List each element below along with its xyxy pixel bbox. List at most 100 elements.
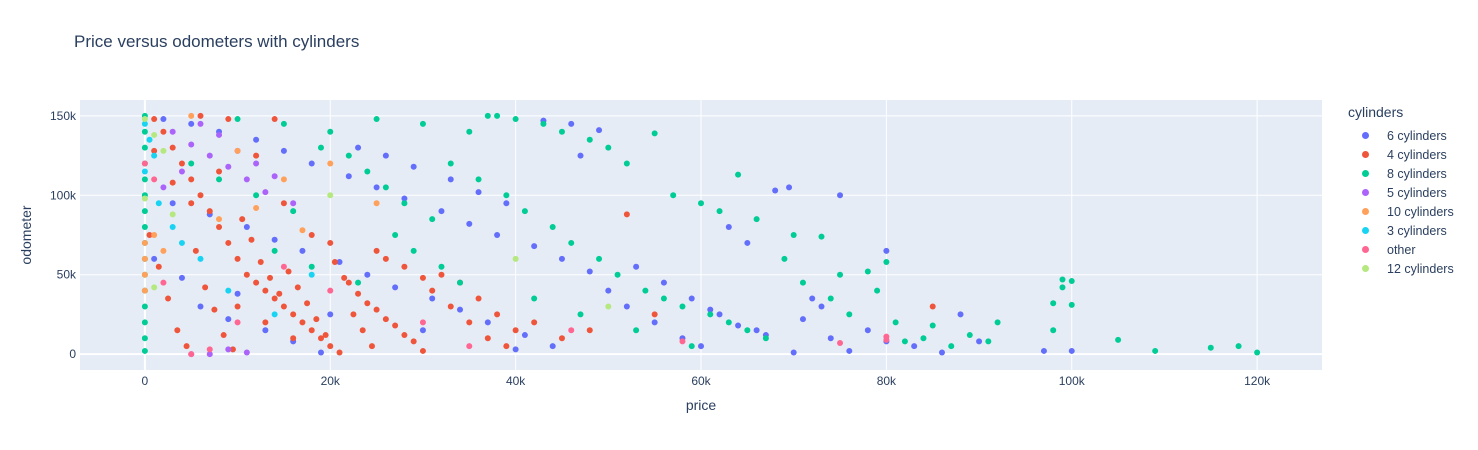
data-point	[716, 311, 723, 318]
legend-item[interactable]: 5 cylinders	[1348, 183, 1454, 202]
data-point	[466, 343, 473, 350]
data-point	[151, 152, 158, 159]
data-point	[257, 259, 264, 265]
data-point	[596, 127, 603, 134]
data-point	[327, 287, 334, 294]
data-point	[169, 224, 176, 231]
data-point	[837, 192, 844, 199]
data-point	[438, 263, 445, 270]
data-point	[211, 306, 218, 313]
data-point	[290, 335, 297, 342]
data-point	[141, 287, 148, 294]
data-point	[151, 131, 158, 138]
data-point	[373, 116, 380, 123]
data-point	[586, 136, 593, 143]
data-point	[864, 268, 871, 275]
data-point	[146, 232, 153, 238]
data-point	[475, 189, 482, 196]
data-point	[280, 200, 287, 207]
legend-item[interactable]: 12 cylinders	[1348, 259, 1454, 278]
data-point	[753, 216, 760, 223]
data-point	[466, 220, 473, 227]
data-point	[188, 112, 195, 119]
data-point	[401, 263, 408, 270]
data-point	[382, 255, 389, 262]
data-point	[280, 303, 287, 310]
legend-item[interactable]: 6 cylinders	[1348, 126, 1454, 145]
data-point	[382, 152, 389, 159]
data-point	[818, 233, 825, 240]
data-point	[410, 163, 417, 170]
data-point	[141, 347, 148, 354]
data-point	[679, 303, 686, 310]
data-point	[744, 239, 751, 246]
data-point	[512, 255, 519, 262]
data-point	[1207, 344, 1214, 351]
data-point	[197, 255, 204, 262]
legend-item[interactable]: 8 cylinders	[1348, 164, 1454, 183]
data-point	[382, 184, 389, 191]
data-point	[243, 271, 250, 278]
data-point	[438, 271, 445, 278]
data-point	[614, 271, 621, 278]
y-tick-label: 150k	[50, 109, 77, 123]
data-point	[169, 211, 176, 218]
legend-item[interactable]: 3 cylinders	[1348, 221, 1454, 240]
data-point	[345, 173, 352, 180]
data-point	[586, 268, 593, 275]
data-point	[651, 319, 658, 326]
data-point	[568, 239, 575, 246]
data-point	[892, 319, 899, 326]
data-point	[484, 319, 491, 326]
data-point	[243, 176, 250, 183]
data-point	[976, 338, 983, 345]
data-point	[299, 247, 306, 254]
data-point	[151, 147, 158, 154]
legend-label: 6 cylinders	[1387, 128, 1447, 143]
y-tick-label: 100k	[50, 188, 77, 202]
data-point	[531, 243, 538, 250]
data-point	[716, 208, 723, 215]
data-point	[568, 327, 575, 334]
data-point	[202, 284, 209, 291]
data-point	[466, 319, 473, 326]
legend-item[interactable]: other	[1348, 240, 1454, 259]
x-tick-label: 40k	[506, 374, 526, 388]
data-point	[141, 116, 148, 123]
data-point	[447, 176, 454, 183]
data-point	[299, 227, 306, 234]
data-point	[169, 200, 176, 207]
data-point	[345, 279, 352, 286]
data-point	[1050, 300, 1057, 307]
legend-label: 4 cylinders	[1387, 147, 1447, 162]
data-point	[262, 327, 269, 334]
data-point	[698, 200, 704, 207]
data-point	[1040, 347, 1047, 354]
data-point	[276, 290, 283, 297]
data-point	[355, 279, 362, 286]
data-point	[929, 303, 936, 310]
data-point	[160, 279, 167, 286]
legend-item[interactable]: 4 cylinders	[1348, 145, 1454, 164]
data-point	[280, 176, 287, 183]
data-point	[373, 247, 380, 254]
data-point	[197, 303, 204, 310]
data-point	[234, 290, 241, 297]
data-point	[660, 279, 667, 286]
data-point	[762, 335, 769, 342]
data-point	[410, 338, 417, 345]
data-point	[165, 295, 172, 302]
data-point	[512, 346, 519, 353]
data-point	[253, 136, 260, 143]
legend-marker-icon	[1362, 151, 1369, 158]
data-point	[994, 319, 1001, 326]
data-point	[401, 332, 408, 339]
data-point	[160, 184, 167, 191]
legend-item[interactable]: 10 cylinders	[1348, 202, 1454, 221]
data-point	[294, 284, 301, 291]
data-point	[799, 279, 806, 286]
data-point	[558, 335, 565, 342]
data-point	[429, 216, 436, 223]
data-point	[262, 319, 269, 326]
